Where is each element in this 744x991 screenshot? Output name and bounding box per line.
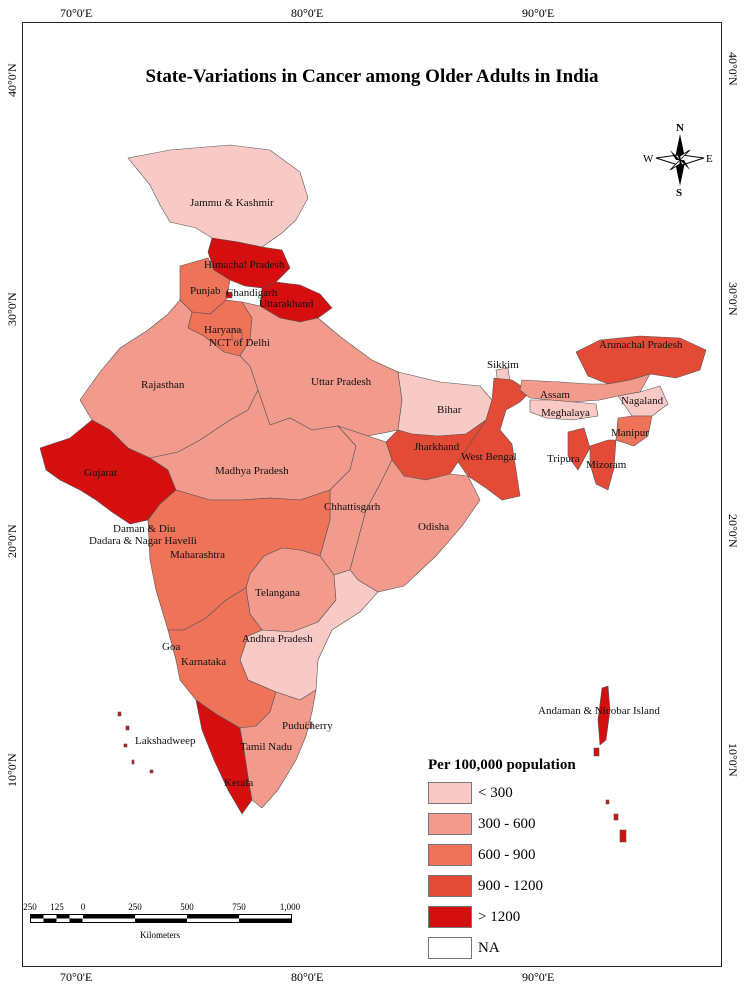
bottom-tick-80e: 80°0'E — [291, 970, 324, 984]
label-uttarakhand: Uttarakhand — [259, 298, 314, 310]
map-title: State-Variations in Cancer among Older A… — [145, 66, 599, 87]
label-manipur: Manipur — [611, 427, 649, 439]
scale-unit: Kilometers — [140, 930, 180, 940]
legend-swatch — [428, 875, 472, 897]
legend-swatch — [428, 906, 472, 928]
top-tick-90e: 90°0'E — [522, 6, 555, 20]
scale-label: 750 — [232, 902, 246, 912]
state-tamil-nadu[interactable] — [239, 689, 317, 809]
legend-item: > 1200 — [428, 904, 668, 930]
label-rajasthan: Rajasthan — [141, 379, 185, 391]
label-kerala: Kerala — [224, 777, 253, 789]
compass-rose-icon: N S W E — [643, 122, 713, 199]
compass-w-label: W — [643, 153, 654, 165]
legend-swatch — [428, 782, 472, 804]
state-odisha[interactable] — [349, 459, 481, 593]
state-lakshadweep[interactable] — [117, 711, 154, 774]
label-sikkim: Sikkim — [487, 359, 519, 371]
label-daman-diu: Daman & Diu — [113, 523, 176, 535]
legend: Per 100,000 population < 300 300 - 600 6… — [428, 757, 668, 966]
label-jammu-kashmir: Jammu & Kashmir — [190, 197, 274, 209]
label-puducherry: Puducherry — [282, 720, 333, 732]
label-lakshadweep: Lakshadweep — [135, 735, 196, 747]
label-punjab: Punjab — [190, 285, 221, 297]
legend-item: 900 - 1200 — [428, 873, 668, 899]
label-madhya-pradesh: Madhya Pradesh — [215, 465, 289, 477]
scale-bar: 250 125 0 250 500 750 1,000 Kilometers — [23, 902, 300, 952]
label-tripura: Tripura — [547, 453, 580, 465]
legend-label: 900 - 1200 — [478, 877, 543, 894]
scale-label: 250 — [128, 902, 142, 912]
label-haryana: Haryana — [204, 324, 241, 336]
scale-bar-graphic — [30, 914, 292, 923]
label-chhattisgarh: Chhattisgarh — [324, 501, 381, 513]
legend-label: NA — [478, 939, 500, 956]
state-jammu-kashmir[interactable] — [127, 144, 309, 248]
bottom-tick-70e: 70°0'E — [60, 970, 93, 984]
legend-item: 300 - 600 — [428, 811, 668, 837]
legend-item: NA — [428, 935, 668, 961]
legend-swatch — [428, 844, 472, 866]
label-arunachal-pradesh: Arunachal Pradesh — [599, 339, 683, 351]
legend-swatch — [428, 937, 472, 959]
label-andaman-nicobar: Andaman & Nicobar Island — [538, 705, 660, 717]
label-dadara-nagar-havelli: Dadara & Nagar Havelli — [89, 535, 197, 547]
scale-label: 500 — [180, 902, 194, 912]
state-tripura[interactable] — [567, 427, 591, 471]
bottom-tick-90e: 90°0'E — [522, 970, 555, 984]
label-nagaland: Nagaland — [621, 395, 664, 407]
legend-label: 600 - 900 — [478, 846, 536, 863]
label-mizoram: Mizoram — [586, 459, 627, 471]
state-puducherry[interactable] — [305, 721, 313, 729]
label-himachal-pradesh: Himachal Pradesh — [204, 259, 285, 271]
state-mizoram[interactable] — [589, 439, 617, 491]
compass-e-label: E — [706, 153, 713, 165]
state-meghalaya[interactable] — [529, 399, 599, 421]
label-andhra-pradesh: Andhra Pradesh — [242, 633, 313, 645]
state-chandigarh[interactable] — [225, 291, 233, 299]
label-assam: Assam — [540, 389, 570, 401]
label-goa: Goa — [162, 641, 180, 653]
top-tick-80e: 80°0'E — [291, 6, 324, 20]
compass-s-label: S — [676, 187, 682, 199]
legend-title: Per 100,000 population — [428, 757, 576, 773]
legend-swatch — [428, 813, 472, 835]
compass-n-label: N — [676, 122, 684, 134]
state-andaman-nicobar[interactable] — [593, 685, 627, 843]
scale-label: 250 — [23, 902, 37, 912]
legend-item: 600 - 900 — [428, 842, 668, 868]
legend-label: < 300 — [478, 784, 513, 801]
legend-label: > 1200 — [478, 908, 521, 925]
label-odisha: Odisha — [418, 521, 449, 533]
label-gujarat: Gujarat — [84, 467, 117, 479]
scale-label: 1,000 — [279, 902, 301, 912]
label-tamil-nadu: Tamil Nadu — [240, 741, 293, 753]
label-karnataka: Karnataka — [181, 656, 226, 668]
label-bihar: Bihar — [437, 404, 462, 416]
legend-label: 300 - 600 — [478, 815, 536, 832]
state-arunachal-pradesh[interactable] — [575, 335, 707, 385]
label-telangana: Telangana — [255, 587, 300, 599]
label-jharkhand: Jharkhand — [414, 441, 460, 453]
state-delhi[interactable] — [231, 329, 243, 341]
scale-label: 0 — [80, 902, 86, 912]
label-meghalaya: Meghalaya — [541, 407, 590, 419]
label-chandigarh: Chandigarh — [226, 287, 278, 299]
map-frame — [22, 22, 722, 967]
label-maharashtra: Maharashtra — [170, 549, 225, 561]
top-tick-70e: 70°0'E — [60, 6, 93, 20]
legend-item: < 300 — [428, 780, 668, 806]
label-uttar-pradesh: Uttar Pradesh — [311, 376, 372, 388]
scale-label: 125 — [50, 902, 64, 912]
label-west-bengal: West Bengal — [461, 451, 517, 463]
label-delhi: NCT of Delhi — [209, 337, 270, 349]
